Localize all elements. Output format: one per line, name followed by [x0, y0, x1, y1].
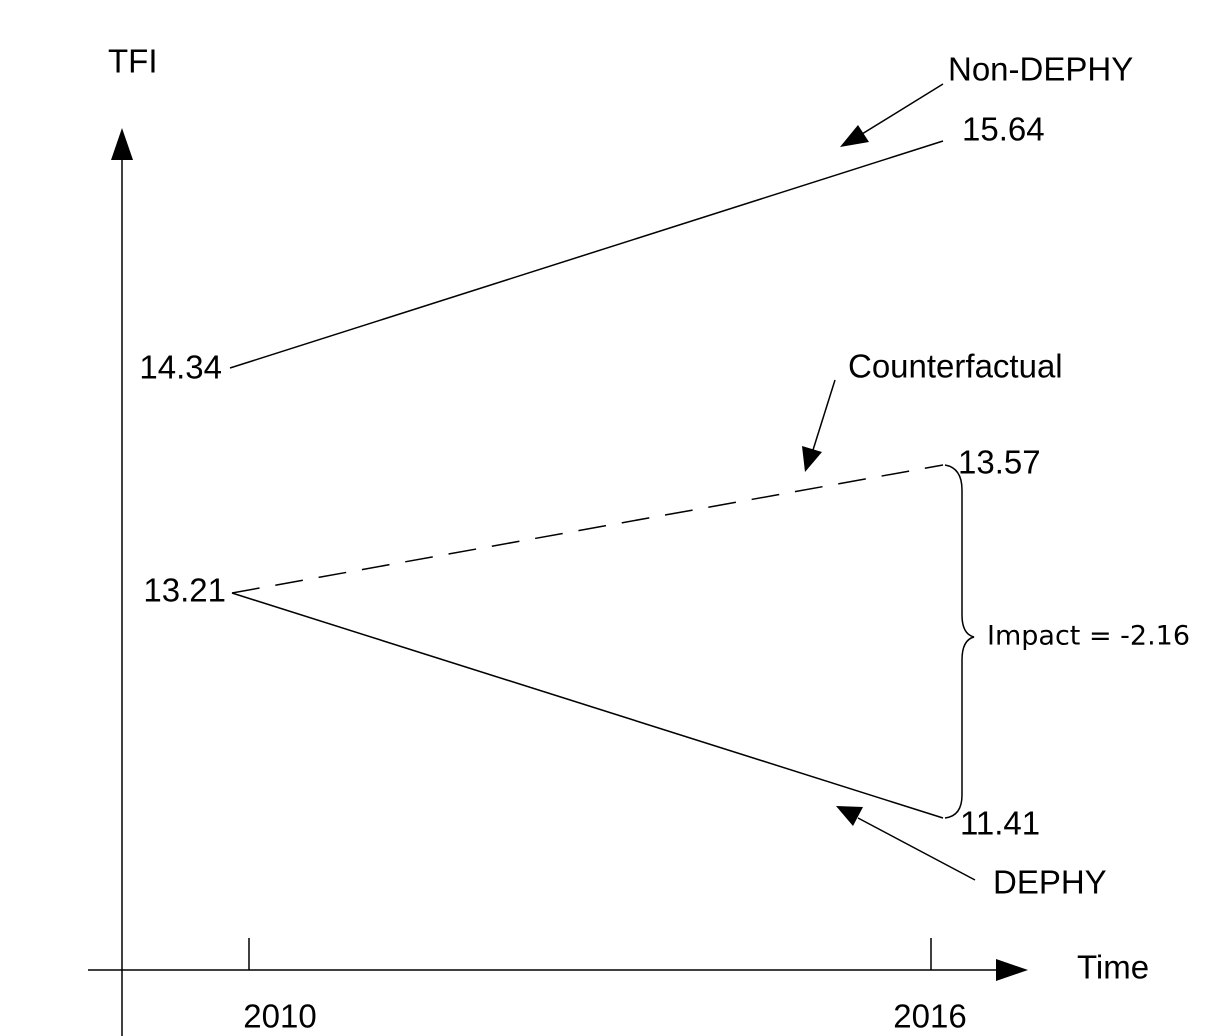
pointer	[857, 817, 976, 881]
end-label: 13.57	[958, 444, 1041, 481]
start-label: 13.21	[143, 572, 226, 609]
y-axis-label: TFI	[108, 43, 157, 80]
impact-brace	[944, 464, 975, 819]
end-label: 11.41	[960, 805, 1040, 842]
y-axis-arrow	[111, 128, 133, 160]
pointer-head	[802, 446, 822, 472]
counterfactual-line	[231, 464, 944, 594]
line-name: DEPHY	[993, 864, 1107, 901]
non-dephy-line	[229, 140, 944, 369]
pointer-head	[836, 806, 863, 826]
x-axis-arrow	[996, 959, 1028, 981]
pointer	[812, 379, 836, 451]
end-label: 15.64	[962, 111, 1045, 148]
line-name: Counterfactual	[848, 348, 1063, 385]
pointer	[861, 83, 944, 135]
pointer-head	[840, 125, 869, 147]
x-tick-label: 2010	[243, 998, 316, 1035]
dephy-line	[231, 592, 944, 819]
line-name: Non-DEPHY	[948, 51, 1133, 88]
x-axis-label: Time	[1077, 949, 1149, 986]
x-tick-label: 2016	[893, 998, 966, 1035]
start-label: 14.34	[139, 349, 222, 386]
impact-label: Impact = -2.16	[987, 621, 1190, 652]
